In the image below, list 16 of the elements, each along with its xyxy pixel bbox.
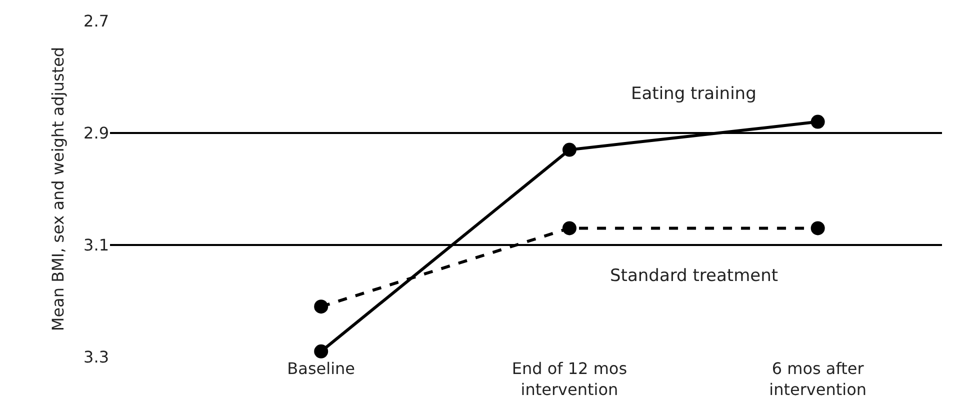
series-label: Eating training: [631, 84, 756, 104]
y-tick-label: 2.9: [84, 124, 109, 143]
y-axis-title: Mean BMI, sex and weight adjusted: [48, 46, 68, 332]
point: [810, 221, 825, 236]
x-tick-label: Baseline: [287, 359, 356, 378]
x-tick-label: 6 mos after intervention: [769, 359, 867, 399]
point: [810, 114, 825, 129]
point: [562, 142, 576, 157]
point: [562, 221, 576, 236]
y-tick-label: 3.3: [84, 348, 109, 367]
y-tick-label: 3.1: [84, 236, 109, 255]
y-tick-label: 2.7: [84, 12, 109, 31]
point: [314, 300, 328, 314]
text: Standard treatment: [610, 266, 778, 286]
x-tick-label: End of 12 mos intervention: [512, 359, 628, 399]
point: [314, 344, 328, 358]
